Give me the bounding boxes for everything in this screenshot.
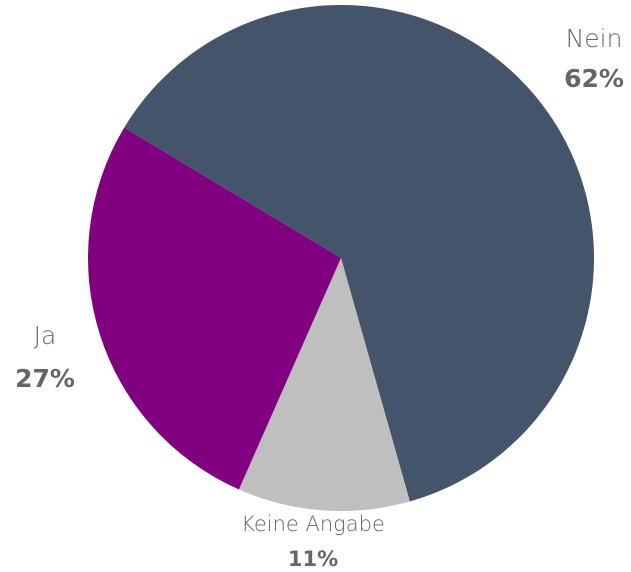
pie-slice — [238, 258, 410, 511]
slice-value-label: 62% — [564, 64, 624, 93]
pie-slice — [124, 5, 595, 502]
slice-label: Keine Angabe — [241, 512, 385, 536]
slice-value-label: 27% — [15, 364, 75, 393]
slice-label: Ja — [34, 321, 57, 350]
pie-slice — [87, 127, 341, 490]
slice-value-label: 11% — [288, 547, 338, 571]
slice-label: Nein — [566, 24, 623, 53]
